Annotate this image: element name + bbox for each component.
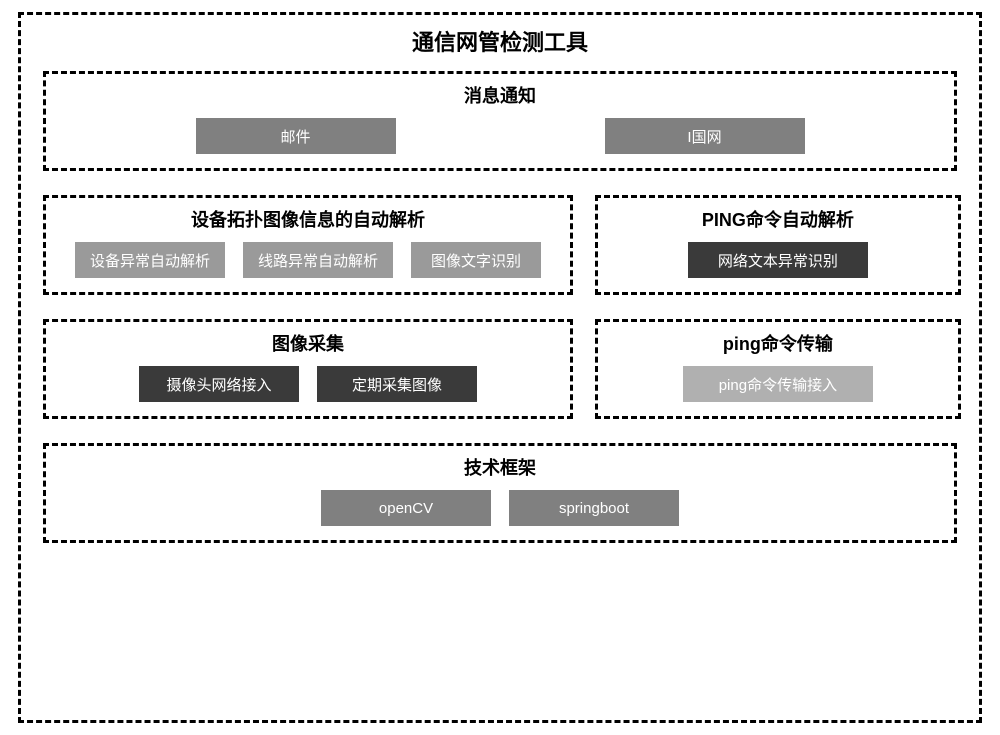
panel-items-topo: 设备异常自动解析 线路异常自动解析 图像文字识别 <box>60 242 556 278</box>
chip-net-text-anomaly: 网络文本异常识别 <box>688 242 868 278</box>
panel-items-capture: 摄像头网络接入 定期采集图像 <box>60 366 556 402</box>
panel-title-topo: 设备拓扑图像信息的自动解析 <box>191 206 425 232</box>
chip-ocr: 图像文字识别 <box>411 242 541 278</box>
chip-ping-tx-access: ping命令传输接入 <box>683 366 873 402</box>
panel-notify: 消息通知 邮件 I国网 <box>43 71 957 171</box>
chip-camera-net: 摄像头网络接入 <box>139 366 299 402</box>
chip-springboot: springboot <box>509 490 679 526</box>
row-parse: 设备拓扑图像信息的自动解析 设备异常自动解析 线路异常自动解析 图像文字识别 P… <box>43 195 957 295</box>
row-capture: 图像采集 摄像头网络接入 定期采集图像 ping命令传输 ping命令传输接入 <box>43 319 957 419</box>
panel-items-notify: 邮件 I国网 <box>60 118 940 154</box>
panel-ping-tx: ping命令传输 ping命令传输接入 <box>595 319 961 419</box>
panel-tech: 技术框架 openCV springboot <box>43 443 957 543</box>
panel-title-notify: 消息通知 <box>464 82 536 108</box>
architecture-diagram: 通信网管检测工具 消息通知 邮件 I国网 设备拓扑图像信息的自动解析 设备异常自… <box>18 12 982 723</box>
diagram-title: 通信网管检测工具 <box>43 25 957 57</box>
panel-title-ping-parse: PING命令自动解析 <box>702 206 854 232</box>
panel-title-ping-tx: ping命令传输 <box>723 330 833 356</box>
chip-line-anomaly: 线路异常自动解析 <box>243 242 393 278</box>
row-notify: 消息通知 邮件 I国网 <box>43 71 957 171</box>
chip-mail: 邮件 <box>196 118 396 154</box>
row-tech: 技术框架 openCV springboot <box>43 443 957 543</box>
chip-device-anomaly: 设备异常自动解析 <box>75 242 225 278</box>
panel-items-ping-tx: ping命令传输接入 <box>612 366 944 402</box>
chip-iguowang: I国网 <box>605 118 805 154</box>
panel-items-tech: openCV springboot <box>60 490 940 526</box>
panel-topo: 设备拓扑图像信息的自动解析 设备异常自动解析 线路异常自动解析 图像文字识别 <box>43 195 573 295</box>
chip-periodic-capture: 定期采集图像 <box>317 366 477 402</box>
panel-title-capture: 图像采集 <box>272 330 344 356</box>
panel-items-ping-parse: 网络文本异常识别 <box>612 242 944 278</box>
panel-title-tech: 技术框架 <box>464 454 536 480</box>
panel-ping-parse: PING命令自动解析 网络文本异常识别 <box>595 195 961 295</box>
chip-opencv: openCV <box>321 490 491 526</box>
panel-capture: 图像采集 摄像头网络接入 定期采集图像 <box>43 319 573 419</box>
